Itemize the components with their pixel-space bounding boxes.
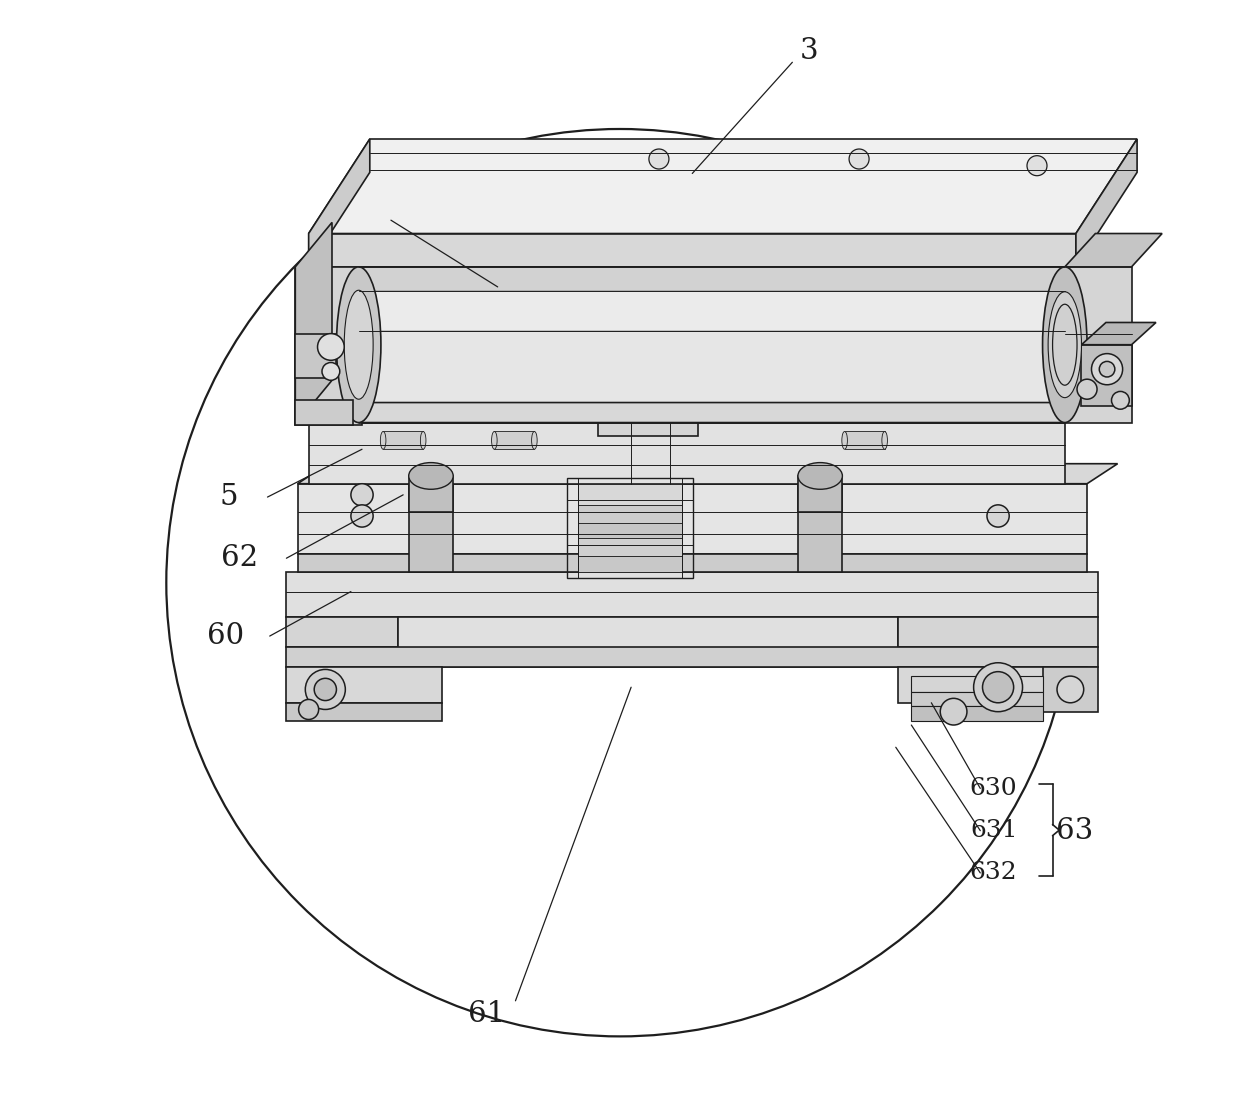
Polygon shape	[1081, 345, 1132, 406]
Ellipse shape	[842, 431, 847, 449]
Polygon shape	[298, 484, 1087, 554]
Text: 5: 5	[219, 483, 238, 512]
Polygon shape	[295, 267, 362, 425]
Ellipse shape	[532, 431, 537, 449]
Text: 60: 60	[207, 622, 244, 651]
Polygon shape	[286, 617, 398, 647]
Polygon shape	[295, 222, 332, 425]
Polygon shape	[309, 139, 1137, 234]
Polygon shape	[578, 484, 682, 505]
Polygon shape	[295, 400, 353, 425]
Circle shape	[849, 149, 869, 169]
Polygon shape	[358, 267, 1065, 423]
Polygon shape	[295, 334, 336, 378]
Polygon shape	[1065, 234, 1162, 267]
Polygon shape	[578, 505, 682, 523]
Polygon shape	[598, 423, 698, 436]
Text: 4: 4	[361, 206, 379, 235]
Ellipse shape	[409, 463, 453, 489]
Polygon shape	[578, 523, 682, 538]
Polygon shape	[898, 667, 1087, 703]
Polygon shape	[495, 431, 534, 449]
Polygon shape	[797, 476, 842, 512]
Circle shape	[314, 678, 336, 701]
Text: 62: 62	[221, 544, 258, 573]
Text: 63: 63	[1056, 816, 1094, 845]
Circle shape	[351, 484, 373, 506]
Circle shape	[317, 334, 345, 360]
Ellipse shape	[345, 290, 373, 399]
Circle shape	[305, 669, 345, 709]
Circle shape	[322, 363, 340, 380]
Polygon shape	[298, 554, 1087, 572]
Polygon shape	[286, 703, 443, 721]
Polygon shape	[578, 556, 682, 572]
Ellipse shape	[882, 431, 888, 449]
Ellipse shape	[381, 431, 386, 449]
Circle shape	[940, 698, 967, 725]
Polygon shape	[309, 234, 1076, 267]
Circle shape	[1078, 379, 1097, 399]
Polygon shape	[911, 706, 1043, 721]
Circle shape	[1100, 361, 1115, 377]
Ellipse shape	[336, 267, 381, 423]
Text: 632: 632	[970, 862, 1018, 884]
Ellipse shape	[1048, 291, 1081, 398]
Polygon shape	[797, 484, 842, 572]
Polygon shape	[409, 476, 453, 512]
Circle shape	[973, 663, 1023, 712]
Circle shape	[982, 672, 1013, 703]
Circle shape	[351, 505, 373, 527]
Text: 61: 61	[467, 1000, 505, 1029]
Polygon shape	[309, 403, 1095, 423]
Polygon shape	[898, 617, 1099, 647]
Polygon shape	[286, 647, 1099, 667]
Circle shape	[649, 149, 668, 169]
Polygon shape	[358, 267, 1065, 291]
Polygon shape	[844, 431, 884, 449]
Polygon shape	[1065, 267, 1132, 423]
Text: 630: 630	[970, 777, 1018, 800]
Ellipse shape	[797, 463, 842, 489]
Polygon shape	[1043, 667, 1099, 712]
Circle shape	[1056, 676, 1084, 703]
Polygon shape	[286, 572, 1099, 617]
Ellipse shape	[420, 431, 427, 449]
Polygon shape	[298, 464, 1117, 484]
Polygon shape	[911, 676, 1043, 692]
Text: 3: 3	[800, 37, 818, 66]
Text: 631: 631	[970, 820, 1017, 842]
Polygon shape	[309, 139, 370, 267]
Polygon shape	[398, 617, 898, 667]
Circle shape	[299, 699, 319, 719]
Polygon shape	[309, 423, 1065, 484]
Circle shape	[987, 505, 1009, 527]
Circle shape	[1091, 354, 1122, 385]
Ellipse shape	[1043, 267, 1087, 423]
Polygon shape	[286, 667, 443, 703]
Polygon shape	[911, 692, 1043, 706]
Circle shape	[1111, 391, 1130, 409]
Ellipse shape	[491, 431, 497, 449]
Polygon shape	[383, 431, 423, 449]
Circle shape	[1027, 156, 1047, 176]
Polygon shape	[409, 484, 453, 572]
Polygon shape	[1081, 322, 1156, 345]
Polygon shape	[358, 291, 1065, 331]
Polygon shape	[1076, 139, 1137, 267]
Polygon shape	[578, 538, 682, 556]
